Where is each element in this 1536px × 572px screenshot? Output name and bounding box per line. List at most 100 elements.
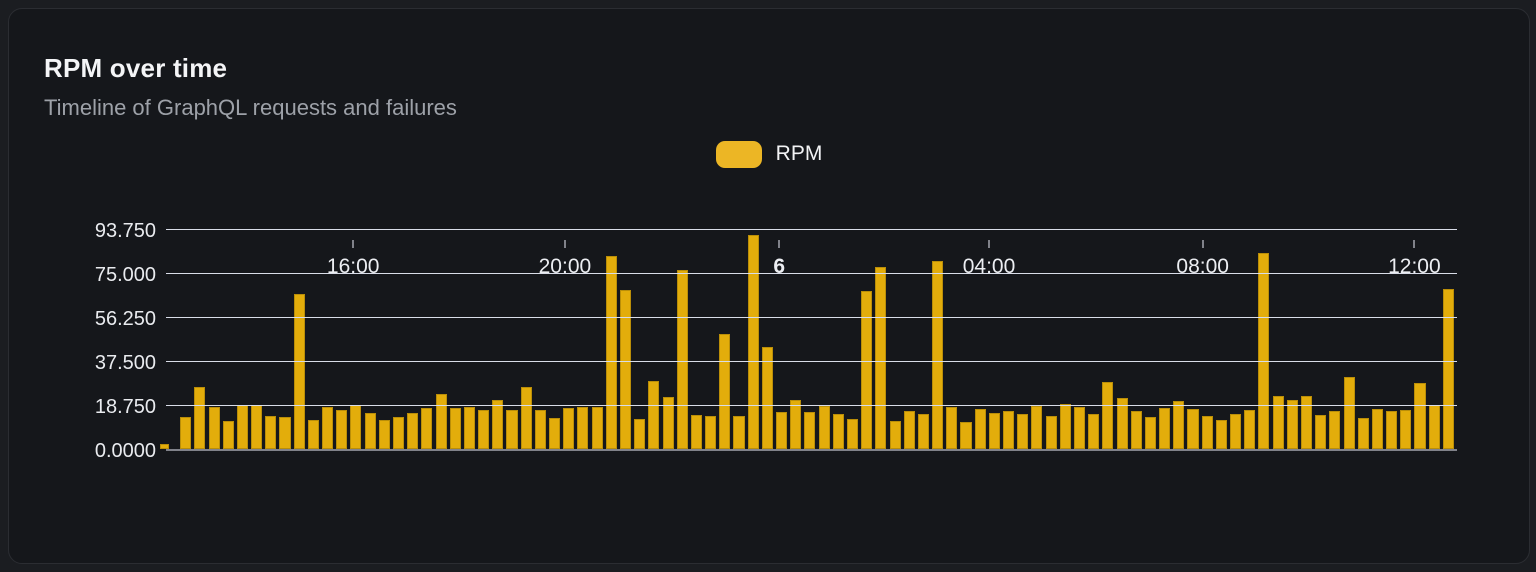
bar[interactable]	[832, 414, 844, 449]
bar[interactable]	[307, 420, 319, 449]
bar[interactable]	[1272, 396, 1284, 449]
bar[interactable]	[1187, 409, 1199, 449]
bar[interactable]	[520, 387, 532, 449]
bar[interactable]	[960, 422, 972, 449]
bar[interactable]	[1173, 401, 1185, 449]
bar[interactable]	[733, 416, 745, 449]
bar[interactable]	[946, 407, 958, 449]
bar[interactable]	[194, 387, 206, 449]
bar[interactable]	[804, 412, 816, 449]
bar[interactable]	[392, 417, 405, 449]
bar[interactable]	[1045, 416, 1057, 449]
bar[interactable]	[719, 334, 731, 449]
bar[interactable]	[1386, 411, 1398, 449]
bar[interactable]	[1130, 411, 1142, 449]
bar[interactable]	[222, 421, 234, 449]
bar[interactable]	[478, 410, 490, 449]
bar[interactable]	[634, 419, 646, 449]
gridline	[166, 317, 1457, 319]
bar[interactable]	[988, 413, 1000, 449]
bar[interactable]	[690, 415, 702, 449]
bar[interactable]	[1371, 409, 1383, 449]
bar[interactable]	[1031, 406, 1043, 449]
bar[interactable]	[932, 261, 944, 449]
bar[interactable]	[506, 410, 518, 449]
bar[interactable]	[463, 407, 475, 449]
bar[interactable]	[974, 409, 986, 449]
bar[interactable]	[917, 414, 929, 449]
bar[interactable]	[662, 397, 674, 449]
bar[interactable]	[435, 394, 447, 449]
legend-item-rpm[interactable]: RPM	[715, 140, 823, 168]
bar[interactable]	[889, 421, 901, 449]
bar[interactable]	[1400, 410, 1412, 449]
bar[interactable]	[534, 410, 546, 449]
bar[interactable]	[790, 400, 802, 449]
bar[interactable]	[1088, 414, 1100, 449]
bar[interactable]	[1102, 382, 1114, 449]
bar[interactable]	[1442, 289, 1454, 449]
bar[interactable]	[322, 407, 334, 449]
bar[interactable]	[336, 410, 348, 449]
bar[interactable]	[208, 407, 220, 449]
bar[interactable]	[705, 416, 717, 449]
bar[interactable]	[265, 416, 277, 449]
bar[interactable]	[1329, 411, 1341, 449]
bar[interactable]	[605, 256, 617, 449]
bar[interactable]	[1230, 414, 1242, 449]
bar[interactable]	[1017, 414, 1029, 449]
bar[interactable]	[1059, 404, 1071, 449]
bar[interactable]	[1300, 396, 1312, 449]
bar[interactable]	[648, 381, 660, 449]
bar[interactable]	[180, 417, 192, 449]
bar[interactable]	[1258, 253, 1270, 449]
bar[interactable]	[676, 270, 688, 449]
bar[interactable]	[875, 267, 887, 449]
bar[interactable]	[549, 418, 561, 449]
bar[interactable]	[1003, 411, 1015, 449]
bar[interactable]	[236, 405, 248, 449]
bar[interactable]	[279, 417, 291, 449]
y-axis: 0.0000 18.750 37.500 56.250 75.000 93.750	[9, 220, 166, 462]
bar[interactable]	[492, 400, 504, 449]
legend-label: RPM	[775, 142, 823, 165]
y-axis-label: 0.0000	[94, 440, 156, 462]
bar[interactable]	[747, 235, 759, 449]
bar[interactable]	[350, 405, 362, 449]
bar[interactable]	[251, 405, 263, 449]
bar[interactable]	[818, 406, 830, 449]
bar[interactable]	[449, 408, 461, 449]
bar[interactable]	[1215, 420, 1227, 449]
bar[interactable]	[861, 291, 873, 449]
bar[interactable]	[378, 420, 390, 449]
bar[interactable]	[293, 294, 305, 449]
bar[interactable]	[1144, 417, 1156, 449]
bar[interactable]	[364, 413, 376, 449]
bar[interactable]	[761, 347, 773, 449]
bar[interactable]	[619, 290, 632, 449]
bar[interactable]	[1073, 407, 1086, 449]
bar[interactable]	[421, 408, 433, 449]
bar[interactable]	[577, 407, 589, 449]
bar[interactable]	[1286, 400, 1298, 449]
bar[interactable]	[1343, 377, 1355, 449]
bar[interactable]	[903, 411, 915, 449]
bar[interactable]	[1244, 410, 1256, 449]
bar[interactable]	[776, 412, 788, 449]
bar[interactable]	[1159, 408, 1171, 449]
bar[interactable]	[160, 444, 169, 449]
bar[interactable]	[591, 407, 603, 449]
plot-area[interactable]	[160, 222, 1457, 451]
bar[interactable]	[1414, 383, 1426, 449]
bar[interactable]	[1357, 418, 1369, 449]
bar[interactable]	[1315, 415, 1327, 449]
bar[interactable]	[407, 413, 419, 449]
bar[interactable]	[1428, 405, 1440, 449]
x-tick-label: 6	[773, 255, 786, 278]
bar[interactable]	[846, 419, 859, 449]
bar[interactable]	[1201, 416, 1213, 449]
x-axis: 16:00 20:00 6 04:00 08:00 12:00	[166, 240, 1457, 285]
bar[interactable]	[1116, 398, 1128, 449]
chart-card: RPM over time Timeline of GraphQL reques…	[8, 8, 1530, 564]
bar[interactable]	[563, 408, 575, 449]
